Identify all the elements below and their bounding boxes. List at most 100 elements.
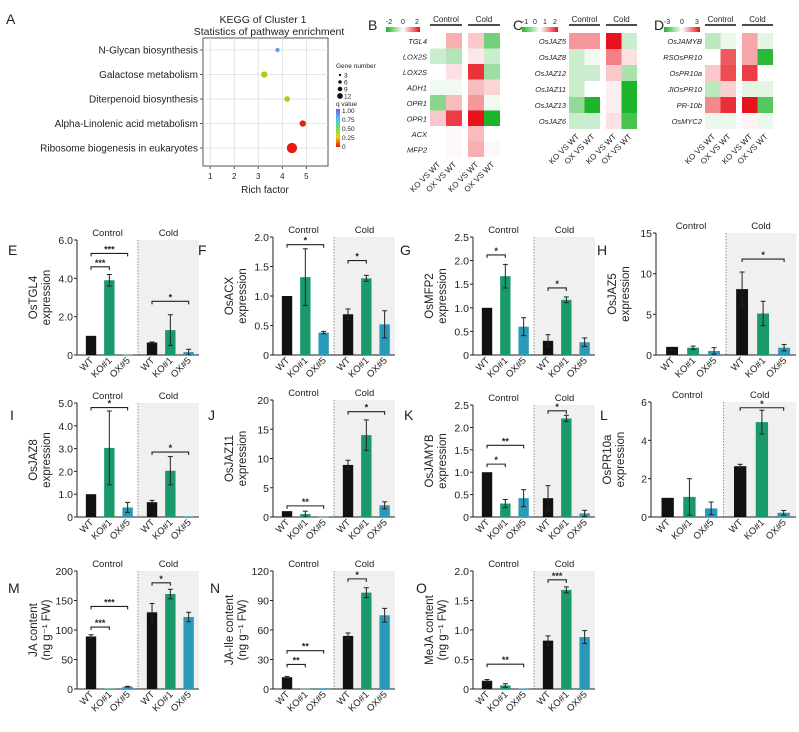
- group-label-cold: Cold: [751, 221, 771, 232]
- heat-cell: [742, 65, 758, 81]
- heat-cell: [484, 95, 500, 111]
- y-tick-label: 2.0: [454, 566, 469, 578]
- heat-cell: [720, 49, 736, 65]
- x-tick-label: OX#5: [304, 517, 329, 542]
- data-point: [284, 96, 290, 102]
- y-axis-label-line1: JA content: [28, 602, 40, 657]
- group-label-control: Control: [488, 225, 519, 236]
- panel-letter-n: N: [210, 580, 220, 596]
- y-tick-label: 2.0: [254, 232, 269, 244]
- y-tick-label: 200: [55, 566, 73, 578]
- bar-ox5: [379, 505, 390, 517]
- y-tick-label: 4: [641, 435, 647, 447]
- row-label: PR-10b: [677, 101, 702, 110]
- bar-wt: [281, 677, 293, 689]
- heat-cell: [446, 110, 462, 126]
- heat-cell: [484, 110, 500, 126]
- heat-cell: [430, 48, 446, 64]
- heat-cell: [606, 113, 622, 129]
- x-tick-label: 2: [232, 172, 237, 181]
- bar-ox5: [518, 498, 529, 517]
- significance-label: ***: [552, 571, 563, 581]
- significance-bracket: [547, 410, 567, 414]
- y-tick-label: Diterpenoid biosynthesis: [89, 95, 198, 106]
- scale-tick-label: 0: [680, 19, 684, 26]
- x-tick-label: OX#5: [691, 517, 716, 542]
- significance-label: ***: [104, 597, 115, 607]
- heat-cell: [569, 97, 585, 113]
- group-label-control: Control: [92, 559, 123, 570]
- heat-cell: [484, 33, 500, 49]
- y-tick-label: 1.5: [254, 262, 269, 274]
- heat-cell: [705, 65, 721, 81]
- scale-tick-label: 2: [553, 19, 557, 26]
- scale-tick-label: 2: [415, 19, 419, 26]
- significance-bracket: [347, 578, 367, 582]
- panel-letter-k: K: [404, 407, 414, 423]
- x-tick-label: OX#5: [304, 689, 329, 714]
- bar-wt: [542, 640, 554, 689]
- heat-cell: [757, 33, 773, 49]
- heat-cell: [468, 110, 484, 126]
- heat-cell: [720, 97, 736, 113]
- bar-ko1: [104, 280, 115, 355]
- data-point: [275, 47, 280, 53]
- size-legend-dot: [337, 86, 343, 92]
- scale-tick-label: 0: [533, 19, 537, 26]
- panel-letter-f: F: [198, 242, 207, 258]
- bar-ox5: [579, 637, 590, 689]
- bar-wt: [736, 289, 749, 355]
- y-tick-label: 1.5: [454, 279, 469, 291]
- bar-ox5: [122, 686, 133, 689]
- group-label-cold: Cold: [159, 391, 179, 402]
- y-tick-label: 0.5: [454, 490, 469, 502]
- row-label: OsJAZ6: [539, 117, 567, 126]
- heat-cell: [446, 141, 462, 157]
- group-label-control: Control: [288, 388, 319, 399]
- panel-letter-j: J: [208, 407, 215, 423]
- bar-wt: [542, 340, 554, 355]
- y-tick-label: 2.0: [454, 422, 469, 434]
- y-tick-label: 2.0: [58, 466, 73, 478]
- group-label-cold: Cold: [749, 15, 765, 24]
- panel-g-bar-chart: 0 0.5 1.0 1.5 2.0 2.5 OsMFP2 expression Control C…: [424, 225, 595, 380]
- group-label-control: Control: [288, 225, 319, 236]
- panel-letter-b: B: [368, 17, 377, 33]
- scale-tick-label: 3: [695, 19, 699, 26]
- y-axis-label-suffix: expression: [620, 266, 632, 322]
- bar-wt: [481, 680, 493, 689]
- significance-label: *: [159, 574, 163, 584]
- color-legend-bar: [336, 109, 340, 147]
- x-tick-label: OX#5: [694, 355, 719, 380]
- size-legend-label: 12: [344, 94, 352, 101]
- bar-ko1: [165, 594, 176, 689]
- heat-cell: [430, 110, 446, 126]
- heat-cell: [569, 113, 585, 129]
- y-tick-label: 10: [257, 454, 269, 466]
- y-tick-label: 0: [67, 350, 73, 362]
- group-label-control: Control: [92, 391, 123, 402]
- x-tick-label: OX#5: [169, 689, 194, 714]
- panel-letter-l: L: [600, 407, 608, 423]
- group-label-control: Control: [92, 228, 123, 239]
- significance-label: *: [304, 236, 308, 246]
- significance-bracket: [741, 258, 785, 263]
- row-label: OsJAZ11: [535, 85, 566, 94]
- significance-label: *: [494, 246, 498, 256]
- y-tick-label: 1.0: [454, 467, 469, 479]
- heat-cell: [468, 141, 484, 157]
- row-label: OsMYC2: [672, 117, 703, 126]
- bar-wt: [281, 296, 293, 355]
- x-tick-label: OX#5: [504, 517, 529, 542]
- significance-label: *: [555, 279, 559, 289]
- y-tick-label: 5: [263, 483, 269, 495]
- row-label: OPR1: [407, 114, 427, 123]
- heat-cell: [742, 97, 758, 113]
- y-tick-label: 1.0: [254, 291, 269, 303]
- panel-letter-d: D: [654, 17, 664, 33]
- group-label-control: Control: [488, 393, 519, 404]
- y-tick-label: 15: [257, 424, 269, 436]
- y-tick-label: Alpha-Linolenic acid metabolism: [55, 119, 198, 130]
- heat-cell: [446, 33, 462, 49]
